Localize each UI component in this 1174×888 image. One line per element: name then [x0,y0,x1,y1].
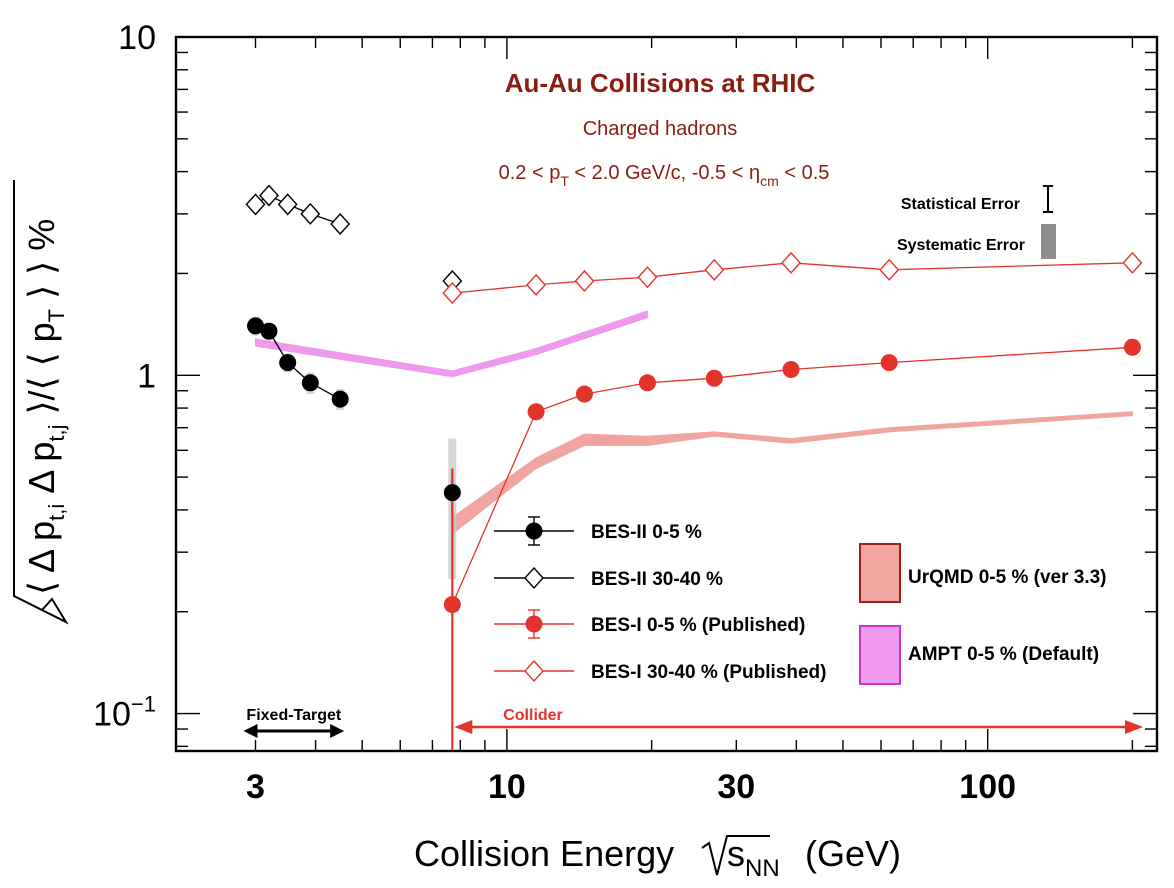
stat-error-label: Statistical Error [901,196,1020,213]
data-point [442,282,463,305]
x-axis-label: Collision Energy [414,833,674,874]
legend-band-swatch [859,625,901,685]
x-tick-label: 10 [488,768,526,806]
text-part: t,i [44,504,69,521]
legend-label: BES-I 0-5 % (Published) [591,615,805,636]
text-part: ⟩/⟨ ⟨ p [21,322,62,424]
data-point [526,273,547,296]
fixed-target-label: Fixed-Target [246,707,342,724]
sys-error-label: Systematic Error [897,237,1025,254]
sqrt-sign [701,835,770,876]
legend-marker [525,522,543,540]
text-part: s [727,833,745,874]
data-point [879,258,900,281]
data-point [443,484,461,502]
x-axis-variable: sNN [727,833,780,882]
sys-error-symbol [1041,224,1056,259]
legend: BES-II 0-5 % BES-II 30-40 % BES-I 0-5 % (P… [494,516,1107,685]
text-part: T [44,309,69,322]
text-part: t,j [44,425,69,442]
chart-subtitle: Charged hadrons [583,118,738,140]
region-arrows: Fixed-Target Collider [243,707,1143,738]
x-tick-label: 3 [246,768,265,806]
data-point [637,266,658,289]
arrowhead [1125,720,1143,734]
data-markers [245,184,1143,614]
text-part: cm [760,173,779,189]
y-tick-base: 10 [93,696,131,734]
text-part: 0.2 < p [499,162,561,184]
data-point [300,202,321,225]
data-point [259,184,279,207]
y-tick-base: 1 [137,357,156,395]
legend-band-swatch [859,543,901,603]
legend-marker [525,615,543,633]
data-point [782,361,800,379]
data-point [279,354,297,372]
data-point [277,193,298,216]
text-part: ⟨ Δ p [21,521,62,595]
series-lines [255,194,1133,605]
text-part: T [560,173,569,189]
series-line [451,346,1133,605]
plot-frame [174,35,1159,753]
legend-label: BES-II 0-5 % [591,522,702,543]
error-legend: Statistical Error Systematic Error [897,185,1056,259]
legend-label: UrQMD 0-5 % (ver 3.3) [908,567,1107,588]
data-point [705,369,723,387]
y-tick-label: 1 [137,357,156,395]
data-point [443,596,461,614]
legend-label: BES-I 30-40 % (Published) [591,662,826,683]
legend-label: AMPT 0-5 % (Default) [908,644,1099,665]
data-point [527,403,545,421]
plot-border [174,35,1159,753]
arrowhead [454,720,473,734]
collider-label: Collider [503,707,563,724]
arrowhead [330,724,345,738]
data-point [247,317,265,335]
text-part: Δ p [21,442,62,504]
y-axis-label: ⟨ Δ pt,i Δ pt,j ⟩/⟨ ⟨ pT ⟩ ⟩ % [13,180,69,625]
kinematic-cuts: 0.2 < pT < 2.0 GeV/c, -0.5 < ηcm < 0.5 [499,162,830,189]
y-tick-label: 10 [118,19,156,57]
text-part: Collision Energy [414,833,674,874]
text-part: < 2.0 GeV/c, -0.5 < η [569,162,760,184]
y-axis-text: ⟨ Δ pt,i Δ pt,j ⟩/⟨ ⟨ pT ⟩ ⟩ % [21,219,69,595]
axis-ticks [176,36,1157,751]
data-point [331,390,349,408]
y-tick-exponent: −1 [131,692,156,717]
chart-title: Au-Au Collisions at RHIC [505,68,816,98]
y-tick-label: 10−1 [93,692,156,734]
arrowhead [243,724,258,738]
text-part: ⟩ ⟩ % [21,219,62,309]
data-point [245,193,266,216]
chart-text: Au-Au Collisions at RHIC Charged hadrons 0… [13,68,901,882]
data-point [1123,338,1141,356]
data-point [260,322,278,340]
model-bands [255,310,1133,535]
legend-marker [524,659,544,683]
data-point [301,374,319,392]
text-part: NN [745,855,780,882]
data-point [1122,251,1143,274]
data-point [638,374,656,392]
data-point [781,251,802,274]
legend-label: BES-II 30-40 % [591,569,723,590]
legend-marker [524,566,544,590]
x-axis-unit: (GeV) [805,833,901,874]
band-ampt [255,310,648,378]
data-point [575,385,593,403]
band-urqmd [451,411,1133,535]
data-point [704,258,725,281]
data-point [330,212,351,236]
x-tick-label: 30 [717,768,755,806]
text-part: < 0.5 [779,162,830,184]
y-tick-base: 10 [118,19,156,57]
data-point [880,354,898,372]
data-point [574,269,595,293]
x-tick-label: 100 [959,768,1016,806]
sqrt-sign-y [13,180,69,625]
